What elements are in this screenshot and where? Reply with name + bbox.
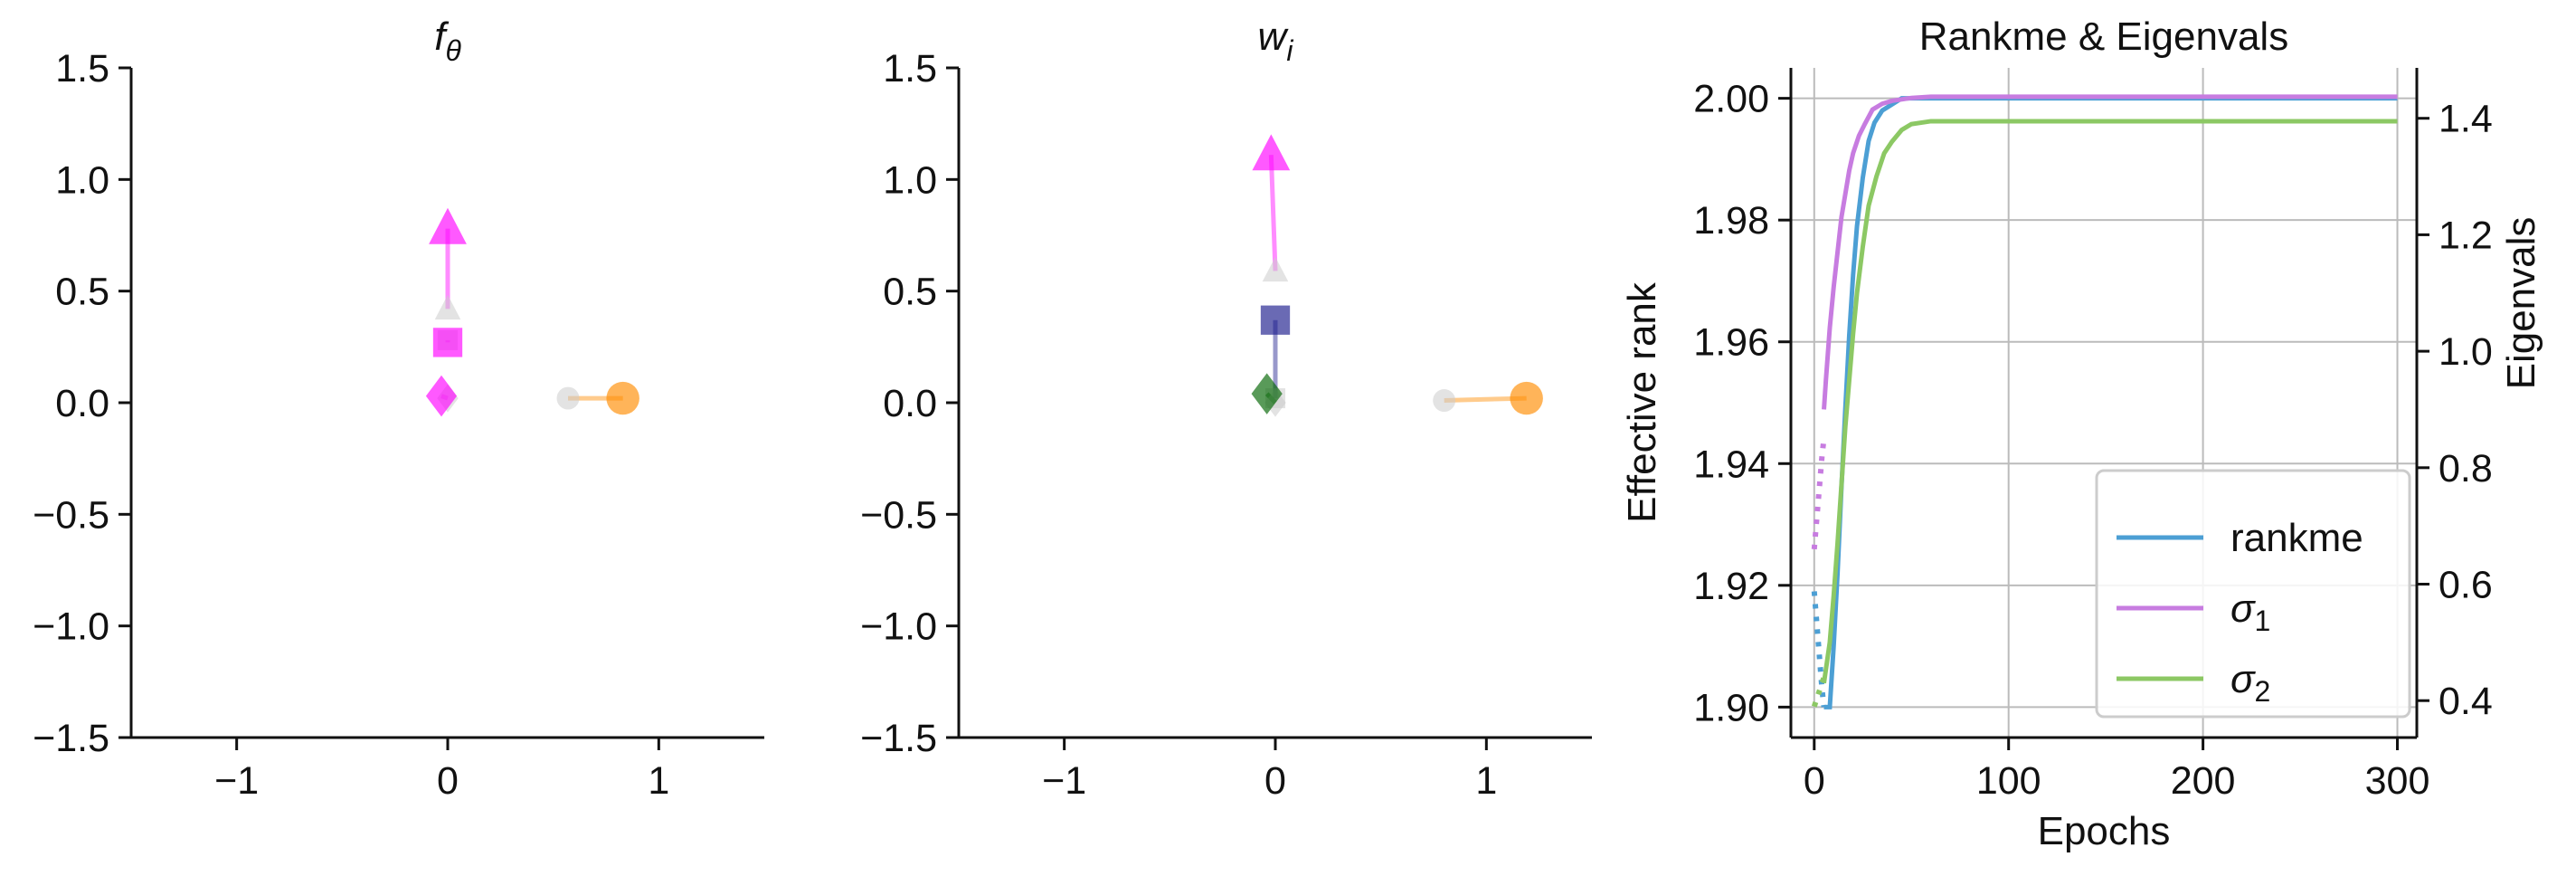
legend-label-base: σ xyxy=(2230,657,2256,701)
y2-tick-label: 0.4 xyxy=(2439,680,2493,723)
panel-title: wi xyxy=(1258,14,1294,67)
y-tick-label: 1.5 xyxy=(55,47,109,90)
panel-title-subscript: θ xyxy=(445,34,461,67)
y-tick-label: 0.5 xyxy=(55,271,109,314)
x-tick-label: 100 xyxy=(1976,759,2041,803)
y-tick-label: 0.5 xyxy=(883,271,937,314)
y-tick-label: 1.96 xyxy=(1693,321,1769,365)
y-tick-label: −1.0 xyxy=(33,605,109,649)
y-tick-label: 1.0 xyxy=(883,158,937,202)
legend-label: rankme xyxy=(2230,516,2363,560)
y-tick-label: 0.0 xyxy=(55,382,109,425)
panel-title-base: w xyxy=(1258,14,1290,59)
y-tick-label: −0.5 xyxy=(33,493,109,537)
x-tick-label: 0 xyxy=(437,759,459,803)
end-marker-triangle xyxy=(429,207,467,244)
legend-box xyxy=(2095,469,2411,719)
start-marker-circle xyxy=(1433,389,1456,413)
x-tick-label: −1 xyxy=(1042,759,1086,803)
series-dotted-σ1 xyxy=(1811,438,1827,550)
x-tick-label: 0 xyxy=(1804,759,1825,803)
y2-tick-label: 1.0 xyxy=(2439,330,2493,374)
end-marker-square xyxy=(1260,305,1291,335)
y2-tick-label: 0.6 xyxy=(2439,564,2493,607)
end-marker-circle xyxy=(606,381,639,415)
end-marker-triangle xyxy=(1252,134,1291,171)
legend-label-base: σ xyxy=(2230,586,2256,631)
y2-axis-title: Eigenvals xyxy=(2499,217,2543,390)
scatter-panel-1: fθ −1.5 −1.0 −0.5 0.0 0.5 1.0 1.5 −1 0 1 xyxy=(33,14,764,803)
start-marker-triangle xyxy=(1262,256,1289,282)
x-axis-title: Epochs xyxy=(2038,809,2171,853)
x-tick-label: 1 xyxy=(648,759,669,803)
scatter-panel-2: wi −1.5 −1.0 −0.5 0.0 0.5 1.0 1.5 −1 0 1 xyxy=(860,14,1592,803)
y-tick-label: −1.5 xyxy=(860,717,937,760)
y2-tick-label: 1.2 xyxy=(2439,214,2493,257)
start-marker-triangle xyxy=(434,294,461,320)
y2-tick-label: 0.8 xyxy=(2439,447,2493,490)
y-tick-label: −1.0 xyxy=(860,605,937,649)
y2-tick-label: 1.4 xyxy=(2439,98,2493,141)
series-dotted-rankme xyxy=(1811,591,1827,708)
series-line-σ1 xyxy=(1822,94,2398,410)
panel-title-subscript: i xyxy=(1286,34,1293,67)
y-axis-title: Effective rank xyxy=(1620,281,1664,523)
y-tick-label: 1.90 xyxy=(1693,686,1769,729)
end-marker-circle xyxy=(1510,381,1543,415)
end-marker-diamond xyxy=(425,375,458,417)
legend-label: σ1 xyxy=(2230,586,2270,637)
y-tick-label: 1.5 xyxy=(883,47,937,90)
series-line-σ2 xyxy=(1822,119,2398,684)
line-panel: Rankme & Eigenvals 1.90 1.92 1.94 1.96 1.98 2.… xyxy=(1620,14,2543,853)
end-marker-square xyxy=(432,328,463,357)
x-tick-label: 200 xyxy=(2171,759,2236,803)
x-tick-label: 300 xyxy=(2365,759,2430,803)
y-tick-label: −0.5 xyxy=(860,493,937,537)
x-tick-label: 1 xyxy=(1475,759,1497,803)
legend-label-subscript: 2 xyxy=(2255,675,2271,708)
y-tick-label: 1.94 xyxy=(1693,443,1769,486)
end-marker-diamond xyxy=(1251,373,1283,414)
y-tick-label: −1.5 xyxy=(33,717,109,760)
panel-title: Rankme & Eigenvals xyxy=(1919,14,2288,59)
y-tick-label: 2.00 xyxy=(1693,78,1769,121)
legend-label: σ2 xyxy=(2230,657,2270,708)
y-tick-label: 1.98 xyxy=(1693,199,1769,243)
y-tick-label: 1.92 xyxy=(1693,565,1769,608)
y-tick-label: 1.0 xyxy=(55,158,109,202)
trajectory-line xyxy=(1268,155,1278,271)
panel-title: fθ xyxy=(434,14,461,67)
legend-label-subscript: 1 xyxy=(2255,605,2271,637)
x-tick-label: 0 xyxy=(1264,759,1286,803)
start-marker-circle xyxy=(556,386,580,410)
y-tick-label: 0.0 xyxy=(883,382,937,425)
x-tick-label: −1 xyxy=(214,759,259,803)
